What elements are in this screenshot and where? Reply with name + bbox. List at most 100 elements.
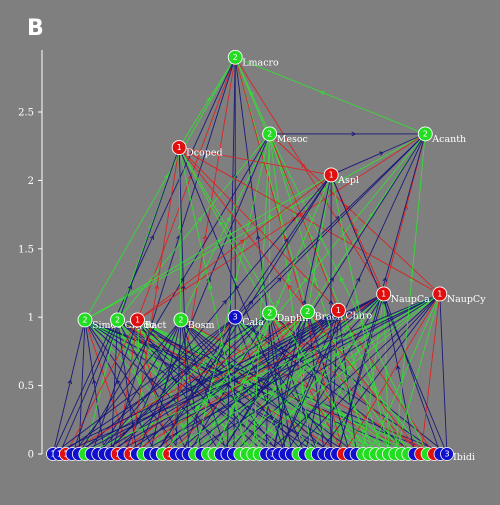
network-edge [84, 133, 426, 321]
node-label: NaupCa [391, 294, 430, 305]
network-edge [180, 319, 435, 455]
network-edge [104, 133, 426, 455]
network-edge [59, 319, 118, 455]
node-number: 2 [267, 309, 272, 318]
node-mesoc: 2 Mesoc [262, 126, 308, 145]
network-edge [343, 293, 441, 455]
y-tick-label: 1 [28, 313, 34, 324]
network-edge [307, 133, 426, 312]
node-number: 1 [437, 289, 442, 298]
node-label: Cala [242, 317, 264, 328]
node-label: Lmacro [242, 57, 279, 68]
network-edge [78, 293, 384, 455]
network-edge [52, 316, 236, 455]
network-edge [137, 319, 273, 455]
node-bact: 1 Bact [130, 312, 166, 331]
node-label: Aspl [337, 175, 359, 186]
network-edge [180, 133, 271, 321]
y-tick-label: 0 [28, 450, 34, 461]
node-number: 2 [423, 129, 428, 138]
node-label: Chiro [345, 310, 372, 321]
node-number: 2 [305, 307, 310, 316]
network-edge [291, 293, 441, 455]
network-edge [137, 319, 170, 455]
network-edge [168, 311, 308, 455]
network-edge [84, 319, 286, 455]
y-tick-label: 2 [28, 176, 34, 187]
network-edge [269, 133, 429, 455]
network-edge [307, 174, 332, 312]
network-edge [330, 133, 426, 176]
node-label: Daphn [277, 313, 309, 324]
y-tick: 0 [28, 450, 42, 461]
network-edge [72, 319, 182, 455]
basal-end-label: Ibidi [453, 452, 475, 463]
node-aspl: 1 Aspl [323, 167, 359, 186]
network-edge [84, 319, 106, 455]
node-naupca: 1 NaupCa [376, 286, 430, 305]
network-edge [269, 133, 441, 295]
network-edge [181, 293, 384, 455]
node-label: Dcoped [186, 148, 222, 159]
network-edge [240, 293, 441, 455]
network-edge [84, 319, 441, 455]
network-edge [394, 293, 441, 455]
y-tick-label: 2.5 [18, 108, 34, 119]
network-edge [234, 57, 286, 455]
node-number: 2 [267, 129, 272, 138]
network-edge [369, 293, 441, 455]
network-edge [265, 293, 441, 455]
network-edge [234, 316, 338, 455]
network-edge [232, 57, 238, 318]
network-edge [84, 319, 131, 455]
node-label: Mesoc [277, 134, 308, 145]
y-tick-label: 1.5 [18, 244, 34, 255]
network-edge [52, 319, 86, 455]
node-label: Simoc [92, 320, 122, 331]
network-edge [84, 57, 236, 321]
basal-node: 3 [440, 447, 454, 461]
y-tick: 2 [28, 176, 42, 187]
node-label: Acanth [431, 134, 466, 145]
network-edge [439, 293, 448, 455]
network-edge [130, 147, 180, 455]
edge-layer [52, 56, 448, 455]
network-edge [269, 312, 319, 455]
network-edge [269, 313, 293, 455]
node-number: 1 [336, 306, 341, 315]
network-edge [178, 57, 236, 148]
network-edge [175, 319, 182, 455]
network-edge [269, 131, 426, 137]
node-daphn: 2 Daphn [262, 305, 309, 324]
network-edge [233, 293, 384, 455]
network-edge [137, 319, 144, 455]
network-edge [117, 133, 270, 321]
network-edge [330, 310, 339, 455]
network-edge [328, 174, 334, 455]
node-label: Bact [144, 320, 166, 331]
network-edge [234, 174, 332, 318]
panel-letter: B [27, 16, 44, 41]
network-edge [234, 316, 390, 455]
y-tick: 0.5 [18, 381, 42, 392]
network-edge [52, 57, 236, 455]
network-edge [330, 174, 390, 455]
network-edge [137, 319, 325, 455]
node-number: 2 [115, 315, 120, 324]
y-tick: 1.5 [18, 244, 42, 255]
network-edge [137, 319, 351, 455]
network-edge [180, 319, 280, 455]
node-acanth: 2 Acanth [417, 126, 466, 145]
network-edge [155, 174, 332, 455]
network-edge [180, 319, 228, 455]
node-number: 2 [233, 53, 238, 62]
network-edge [420, 293, 441, 455]
node-number: 2 [82, 315, 87, 324]
network-edge [220, 311, 309, 455]
network-edge [97, 174, 332, 455]
node-naupcy: 1 NaupCy [432, 286, 486, 305]
network-edge [137, 319, 196, 455]
network-edge [84, 174, 332, 321]
